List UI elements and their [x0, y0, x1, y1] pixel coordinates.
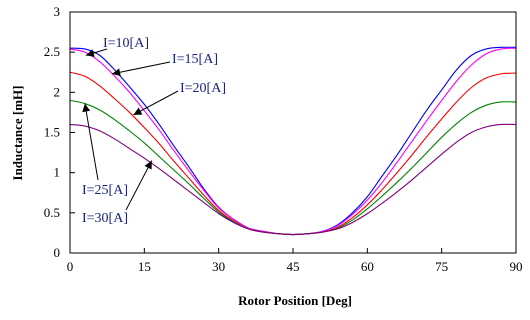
x-tick-label: 60	[361, 259, 374, 274]
annotation-label: I=20[A]	[180, 81, 226, 96]
x-tick-label: 45	[287, 259, 300, 274]
series-line	[69, 46, 517, 236]
annotation-arrow-line	[84, 103, 99, 181]
x-tick-label: 90	[510, 259, 523, 274]
annotation-label: I=25[A]	[82, 183, 128, 198]
series-lines	[69, 46, 517, 236]
y-tick-label: 1.5	[44, 125, 60, 140]
x-tick-label: 15	[138, 259, 151, 274]
y-axis-title: Inductance [mH]	[10, 86, 25, 181]
annotation-arrow-line	[133, 90, 179, 116]
y-tick-label: 0	[54, 245, 61, 260]
annotation-arrowhead	[82, 103, 91, 113]
series-line	[69, 123, 517, 236]
y-tick-label: 1	[54, 165, 61, 180]
annotation-arrowhead	[133, 107, 143, 115]
annotation-label: I=10[A]	[103, 36, 149, 51]
annotation-arrowhead	[144, 160, 152, 170]
y-tick-label: 2	[54, 84, 61, 99]
x-tick-label: 0	[67, 259, 74, 274]
annotation-arrow-line	[112, 61, 171, 75]
y-tick-label: 0.5	[44, 205, 60, 220]
annotation-label: I=15[A]	[172, 52, 218, 67]
annotation-arrowhead	[85, 49, 95, 57]
x-axis-title: Rotor Position [Deg]	[238, 293, 352, 308]
x-tick-label: 75	[435, 259, 448, 274]
annotation-arrow-line	[125, 160, 153, 211]
x-tick-label: 30	[212, 259, 225, 274]
y-tick-label: 2.5	[44, 44, 60, 59]
y-tick-label: 3	[54, 4, 61, 19]
annotation-arrowhead	[112, 68, 121, 77]
annotations: I=10[A] I=15[A] I=20[A] I=25[A] I=30[A]	[82, 36, 226, 226]
axes	[69, 11, 517, 254]
series-line	[69, 47, 517, 236]
tick-labels: 0 15 30 45 60 75 90 0 0.5 1 1.5 2 2.5 3	[44, 4, 523, 274]
annotation-label: I=30[A]	[82, 211, 128, 226]
